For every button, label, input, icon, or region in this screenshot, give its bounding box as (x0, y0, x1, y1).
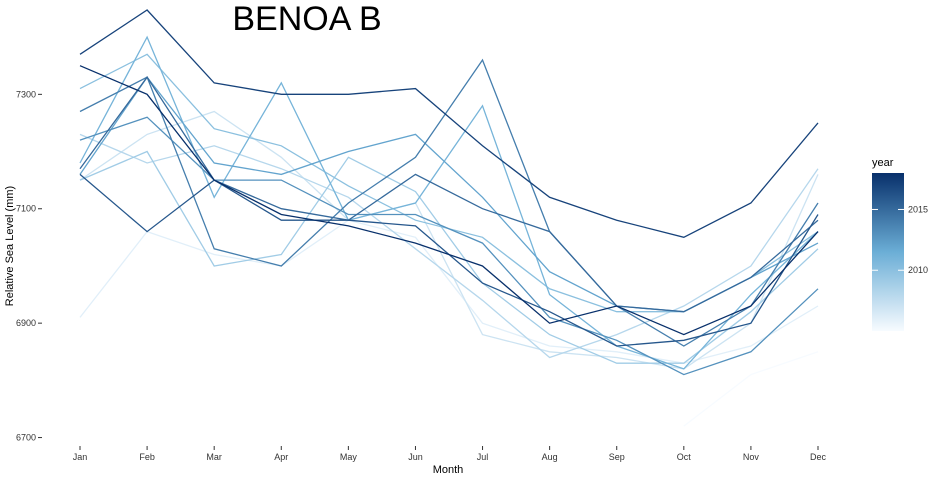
x-tick-label: Jun (408, 452, 423, 462)
color-legend: year 2010 2015 (872, 157, 928, 331)
x-tick-label: May (340, 452, 358, 462)
chart-title: BENOA B (232, 0, 381, 38)
y-tick-label: 7300 (16, 89, 36, 99)
y-tick-label: 6900 (16, 318, 36, 328)
y-axis: 6700 6900 7100 7300 (16, 89, 42, 443)
series-line-2015 (79, 76, 819, 313)
x-tick-label: Apr (274, 452, 288, 462)
x-tick-label: Mar (206, 452, 222, 462)
legend-tick-label: 2015 (908, 204, 928, 214)
legend-tick-label: 2010 (908, 265, 928, 275)
series-line-2006 (79, 219, 819, 364)
series-line-2011 (79, 35, 819, 370)
x-tick-label: Jan (73, 452, 88, 462)
x-tick-label: Dec (810, 452, 827, 462)
series-lines (79, 9, 819, 427)
x-tick-label: Feb (139, 452, 155, 462)
series-line-2009 (79, 150, 819, 364)
x-tick-label: Nov (743, 452, 760, 462)
series-line-2014 (79, 58, 819, 347)
legend-title: year (872, 157, 894, 169)
legend-colorbar (872, 173, 904, 331)
x-tick-label: Sep (609, 452, 625, 462)
x-axis-title: Month (433, 464, 464, 476)
series-line-2010 (79, 53, 819, 313)
series-line-2012 (79, 76, 819, 313)
y-axis-title: Relative Sea Level (mm) (4, 186, 16, 306)
series-line-2017 (79, 9, 819, 238)
x-tick-label: Aug (542, 452, 558, 462)
series-line-2016 (79, 173, 819, 347)
y-tick-label: 7100 (16, 204, 36, 214)
y-tick-label: 6700 (16, 433, 36, 443)
x-axis: Jan Feb Mar Apr May Jun Jul Aug Sep Oct Nov Dec (73, 446, 827, 462)
series-line-2013 (79, 116, 819, 376)
x-tick-label: Jul (477, 452, 489, 462)
x-tick-label: Oct (677, 452, 692, 462)
series-line-2007 (79, 110, 819, 370)
series-line-2005 (683, 351, 819, 427)
series-line-2018 (79, 65, 819, 336)
